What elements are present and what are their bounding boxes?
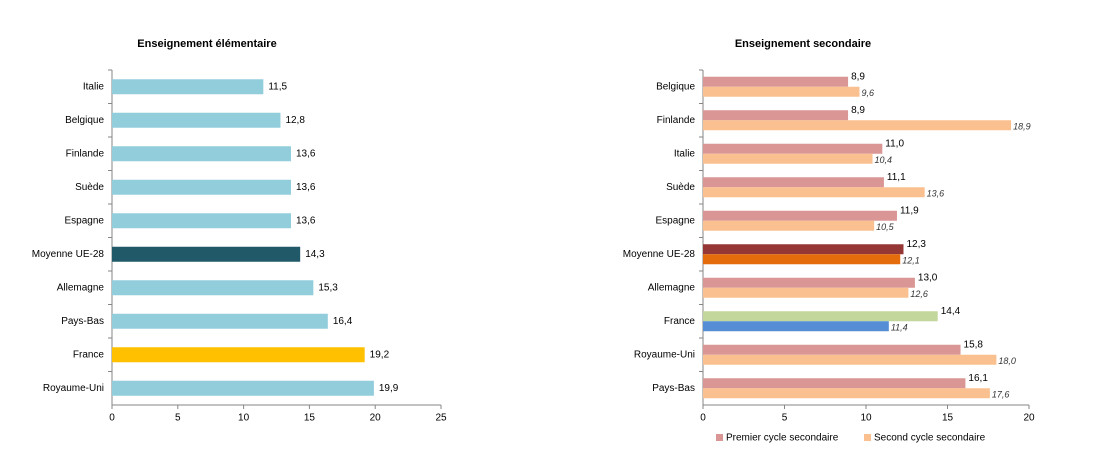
value-label: 12,6 [910, 289, 928, 299]
bar [112, 79, 264, 95]
bar [703, 153, 873, 164]
value-label: 13,6 [296, 148, 316, 159]
bar [112, 146, 291, 162]
value-label: 13,6 [296, 215, 316, 226]
bar [112, 347, 365, 363]
x-tick-label: 20 [370, 413, 382, 424]
value-label: 11,9 [900, 205, 919, 216]
value-label: 19,2 [370, 349, 390, 360]
x-tick-label: 5 [782, 413, 788, 424]
y-tick-label: Moyenne UE-28 [623, 249, 696, 260]
value-label: 13,6 [296, 182, 316, 193]
bar [703, 244, 904, 255]
value-label: 8,9 [851, 105, 865, 116]
x-tick-label: 10 [860, 413, 872, 424]
x-tick-label: 15 [942, 413, 954, 424]
bar [703, 354, 997, 365]
value-label: 15,8 [964, 339, 984, 350]
y-tick-label: Italie [83, 81, 105, 92]
bar [703, 177, 884, 188]
legend-swatch [864, 434, 871, 441]
value-label: 12,8 [285, 115, 305, 126]
bar [703, 344, 961, 355]
y-tick-label: Belgique [656, 81, 695, 92]
value-label: 11,5 [268, 81, 287, 92]
y-tick-label: Moyenne UE-28 [32, 249, 105, 260]
bar [703, 187, 925, 198]
value-label: 16,4 [333, 316, 353, 327]
x-tick-label: 20 [1023, 413, 1035, 424]
bar [112, 179, 291, 195]
y-tick-label: Suède [75, 182, 104, 193]
y-tick-label: Allemagne [648, 282, 696, 293]
bar [703, 86, 860, 97]
x-tick-label: 0 [109, 413, 115, 424]
y-tick-label: Pays-Bas [652, 383, 695, 394]
value-label: 11,0 [885, 138, 904, 149]
bar [703, 143, 883, 154]
value-label: 16,1 [968, 373, 988, 384]
chart-title: Enseignement élémentaire [137, 38, 276, 50]
y-tick-label: France [664, 316, 696, 327]
bar [703, 110, 849, 121]
value-label: 13,0 [918, 272, 938, 283]
y-tick-label: Italie [674, 148, 696, 159]
bar [703, 378, 966, 389]
bar [703, 120, 1012, 131]
bar [703, 76, 849, 87]
bar [703, 210, 897, 221]
x-tick-label: 10 [238, 413, 250, 424]
x-tick-label: 0 [700, 413, 706, 424]
y-tick-label: Espagne [656, 215, 696, 226]
value-label: 8,9 [851, 71, 865, 82]
value-label: 11,4 [891, 323, 908, 333]
y-tick-label: Espagne [65, 215, 105, 226]
x-tick-label: 25 [435, 413, 447, 424]
bar [112, 380, 374, 396]
y-tick-label: Allemagne [57, 282, 105, 293]
bar [703, 277, 915, 288]
value-label: 10,5 [876, 222, 895, 232]
value-label: 11,1 [887, 172, 906, 183]
bar [703, 220, 875, 231]
value-label: 12,1 [902, 256, 920, 266]
bar [703, 287, 909, 298]
x-tick-label: 5 [175, 413, 181, 424]
y-tick-label: Finlande [657, 115, 696, 126]
bar [112, 280, 314, 296]
y-tick-label: Belgique [65, 115, 104, 126]
value-label: 19,9 [379, 383, 399, 394]
bar [112, 313, 328, 329]
legend-swatch [716, 434, 723, 441]
y-tick-label: Suède [666, 182, 695, 193]
bar [112, 246, 301, 262]
value-label: 13,6 [927, 189, 945, 199]
value-label: 9,6 [861, 88, 874, 98]
legend-label: Premier cycle secondaire [726, 433, 839, 444]
bar [703, 388, 990, 399]
y-tick-label: Royaume-Uni [43, 383, 104, 394]
x-tick-label: 15 [304, 413, 316, 424]
value-label: 10,4 [875, 155, 893, 165]
value-label: 15,3 [318, 282, 338, 293]
y-tick-label: Finlande [66, 148, 105, 159]
value-label: 14,4 [941, 306, 961, 317]
y-tick-label: Royaume-Uni [634, 349, 695, 360]
bar [703, 321, 889, 332]
value-label: 14,3 [305, 249, 325, 260]
value-label: 17,6 [992, 390, 1010, 400]
bar [112, 213, 291, 229]
value-label: 18,9 [1013, 122, 1031, 132]
y-tick-label: Pays-Bas [61, 316, 104, 327]
bar [703, 254, 901, 265]
value-label: 18,0 [998, 356, 1016, 366]
y-tick-label: France [73, 349, 105, 360]
bar [112, 112, 281, 128]
legend-label: Second cycle secondaire [874, 433, 986, 444]
chart-title: Enseignement secondaire [735, 38, 871, 50]
bar [703, 311, 938, 322]
value-label: 12,3 [906, 239, 926, 250]
